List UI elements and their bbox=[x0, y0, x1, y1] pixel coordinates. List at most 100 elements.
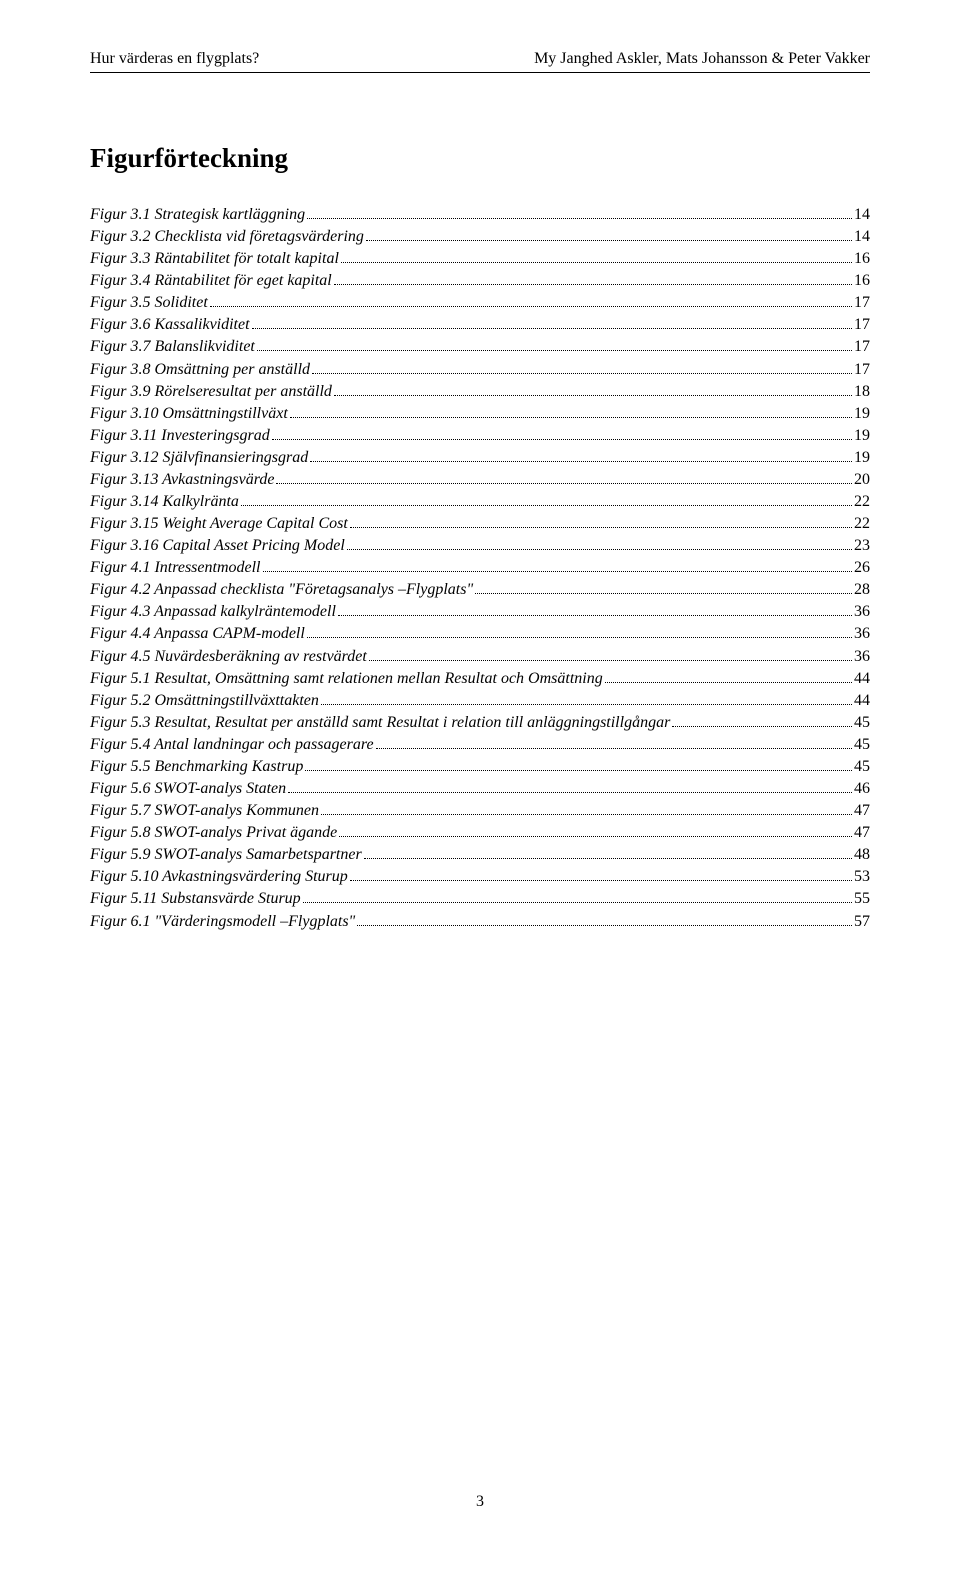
figure-entry-label: Figur 3.11 Investeringsgrad bbox=[90, 425, 270, 447]
figure-entry-label: Figur 3.9 Rörelseresultat per anställd bbox=[90, 381, 332, 403]
figure-entry-label: Figur 4.2 Anpassad checklista "Företagsa… bbox=[90, 579, 473, 601]
figure-entry-label: Figur 3.13 Avkastningsvärde bbox=[90, 469, 274, 491]
figure-entry-page: 17 bbox=[854, 336, 870, 358]
figure-entry: Figur 3.16 Capital Asset Pricing Model23 bbox=[90, 535, 870, 557]
figure-entry: Figur 3.13 Avkastningsvärde20 bbox=[90, 469, 870, 491]
figure-entry-label: Figur 4.3 Anpassad kalkylräntemodell bbox=[90, 601, 336, 623]
figure-entry-label: Figur 5.8 SWOT-analys Privat ägande bbox=[90, 822, 337, 844]
figure-entry: Figur 5.1 Resultat, Omsättning samt rela… bbox=[90, 668, 870, 690]
figure-entry: Figur 3.15 Weight Average Capital Cost22 bbox=[90, 513, 870, 535]
leader-dots bbox=[321, 814, 852, 815]
figure-entry-label: Figur 5.1 Resultat, Omsättning samt rela… bbox=[90, 668, 603, 690]
figure-entry-page: 26 bbox=[854, 557, 870, 579]
figure-entry: Figur 4.3 Anpassad kalkylräntemodell 36 bbox=[90, 601, 870, 623]
figure-entry: Figur 5.8 SWOT-analys Privat ägande 47 bbox=[90, 822, 870, 844]
figure-entry: Figur 3.8 Omsättning per anställd17 bbox=[90, 359, 870, 381]
figure-entry: Figur 3.7 Balanslikviditet17 bbox=[90, 336, 870, 358]
figure-entry-label: Figur 5.4 Antal landningar och passagera… bbox=[90, 734, 374, 756]
figure-entry: Figur 4.4 Anpassa CAPM-modell 36 bbox=[90, 623, 870, 645]
leader-dots bbox=[252, 328, 852, 329]
leader-dots bbox=[338, 615, 852, 616]
figure-entry-page: 17 bbox=[854, 314, 870, 336]
figure-entry: Figur 4.2 Anpassad checklista "Företagsa… bbox=[90, 579, 870, 601]
figure-entry-page: 19 bbox=[854, 425, 870, 447]
leader-dots bbox=[303, 902, 852, 903]
figure-entry-page: 18 bbox=[854, 381, 870, 403]
figure-entry-label: Figur 5.11 Substansvärde Sturup bbox=[90, 888, 301, 910]
leader-dots bbox=[312, 373, 852, 374]
leader-dots bbox=[263, 571, 853, 572]
figure-entry-page: 14 bbox=[854, 226, 870, 248]
figure-entry: Figur 5.2 Omsättningstillväxttakten44 bbox=[90, 690, 870, 712]
figure-entry-page: 14 bbox=[854, 204, 870, 226]
figure-entry-page: 57 bbox=[854, 911, 870, 933]
figure-entry-page: 47 bbox=[854, 800, 870, 822]
figure-entry-label: Figur 3.3 Räntabilitet för totalt kapita… bbox=[90, 248, 339, 270]
figure-entry: Figur 3.11 Investeringsgrad 19 bbox=[90, 425, 870, 447]
figure-entry-label: Figur 5.9 SWOT-analys Samarbetspartner bbox=[90, 844, 362, 866]
figure-entry-page: 16 bbox=[854, 248, 870, 270]
page-title: Figurförteckning bbox=[90, 143, 870, 174]
figure-entry-label: Figur 3.4 Räntabilitet för eget kapital bbox=[90, 270, 332, 292]
figure-entry-label: Figur 5.10 Avkastningsvärdering Sturup bbox=[90, 866, 348, 888]
leader-dots bbox=[376, 748, 852, 749]
leader-dots bbox=[307, 218, 852, 219]
figure-entry-label: Figur 5.6 SWOT-analys Staten bbox=[90, 778, 286, 800]
figure-entry-page: 45 bbox=[854, 712, 870, 734]
figure-entry-page: 44 bbox=[854, 690, 870, 712]
leader-dots bbox=[341, 262, 852, 263]
figure-entry-label: Figur 6.1 "Värderingsmodell –Flygplats" bbox=[90, 911, 355, 933]
figure-entry-page: 17 bbox=[854, 359, 870, 381]
leader-dots bbox=[305, 770, 852, 771]
figure-entry-label: Figur 4.1 Intressentmodell bbox=[90, 557, 261, 579]
leader-dots bbox=[307, 637, 852, 638]
header-left: Hur värderas en flygplats? bbox=[90, 50, 259, 68]
figure-entry-label: Figur 3.5 Soliditet bbox=[90, 292, 208, 314]
figure-entry: Figur 5.11 Substansvärde Sturup55 bbox=[90, 888, 870, 910]
figure-entry-page: 36 bbox=[854, 623, 870, 645]
page-number: 3 bbox=[476, 1493, 484, 1510]
figure-entry-label: Figur 3.6 Kassalikviditet bbox=[90, 314, 250, 336]
figure-entry: Figur 4.5 Nuvärdesberäkning av restvärde… bbox=[90, 646, 870, 668]
figure-entry-label: Figur 3.10 Omsättningstillväxt bbox=[90, 403, 288, 425]
figure-entry: Figur 3.10 Omsättningstillväxt19 bbox=[90, 403, 870, 425]
figure-entry-page: 36 bbox=[854, 601, 870, 623]
figure-entry: Figur 3.12 Självfinansieringsgrad 19 bbox=[90, 447, 870, 469]
figure-entry-page: 36 bbox=[854, 646, 870, 668]
figure-entry: Figur 5.9 SWOT-analys Samarbetspartner48 bbox=[90, 844, 870, 866]
figure-entry: Figur 3.5 Soliditet17 bbox=[90, 292, 870, 314]
figure-entry: Figur 5.5 Benchmarking Kastrup45 bbox=[90, 756, 870, 778]
figure-entry-page: 53 bbox=[854, 866, 870, 888]
leader-dots bbox=[321, 704, 852, 705]
figure-entry-page: 28 bbox=[854, 579, 870, 601]
figure-entry: Figur 5.10 Avkastningsvärdering Sturup 53 bbox=[90, 866, 870, 888]
header-right: My Janghed Askler, Mats Johansson & Pete… bbox=[534, 50, 870, 68]
leader-dots bbox=[210, 306, 852, 307]
figure-entry-page: 46 bbox=[854, 778, 870, 800]
leader-dots bbox=[339, 836, 852, 837]
figure-entry: Figur 5.6 SWOT-analys Staten 46 bbox=[90, 778, 870, 800]
leader-dots bbox=[334, 284, 852, 285]
figure-entry-page: 47 bbox=[854, 822, 870, 844]
figure-entry: Figur 3.3 Räntabilitet för totalt kapita… bbox=[90, 248, 870, 270]
figure-entry-label: Figur 5.3 Resultat, Resultat per anställ… bbox=[90, 712, 670, 734]
page-header: Hur värderas en flygplats? My Janghed As… bbox=[90, 50, 870, 68]
figure-entry-page: 16 bbox=[854, 270, 870, 292]
leader-dots bbox=[350, 527, 852, 528]
figure-entry-label: Figur 3.2 Checklista vid företagsvärderi… bbox=[90, 226, 364, 248]
figure-entry-label: Figur 4.4 Anpassa CAPM-modell bbox=[90, 623, 305, 645]
figure-entry: Figur 3.1 Strategisk kartläggning 14 bbox=[90, 204, 870, 226]
figure-entry-label: Figur 3.12 Självfinansieringsgrad bbox=[90, 447, 308, 469]
figure-entry-page: 45 bbox=[854, 734, 870, 756]
header-rule bbox=[90, 72, 870, 73]
figure-entry-page: 22 bbox=[854, 491, 870, 513]
figure-entry: Figur 4.1 Intressentmodell 26 bbox=[90, 557, 870, 579]
leader-dots bbox=[347, 549, 852, 550]
figure-entry-page: 19 bbox=[854, 447, 870, 469]
figure-entry: Figur 6.1 "Värderingsmodell –Flygplats" 5… bbox=[90, 911, 870, 933]
figure-entry-label: Figur 3.1 Strategisk kartläggning bbox=[90, 204, 305, 226]
figure-entry: Figur 5.3 Resultat, Resultat per anställ… bbox=[90, 712, 870, 734]
leader-dots bbox=[672, 726, 852, 727]
leader-dots bbox=[369, 660, 852, 661]
leader-dots bbox=[290, 417, 852, 418]
